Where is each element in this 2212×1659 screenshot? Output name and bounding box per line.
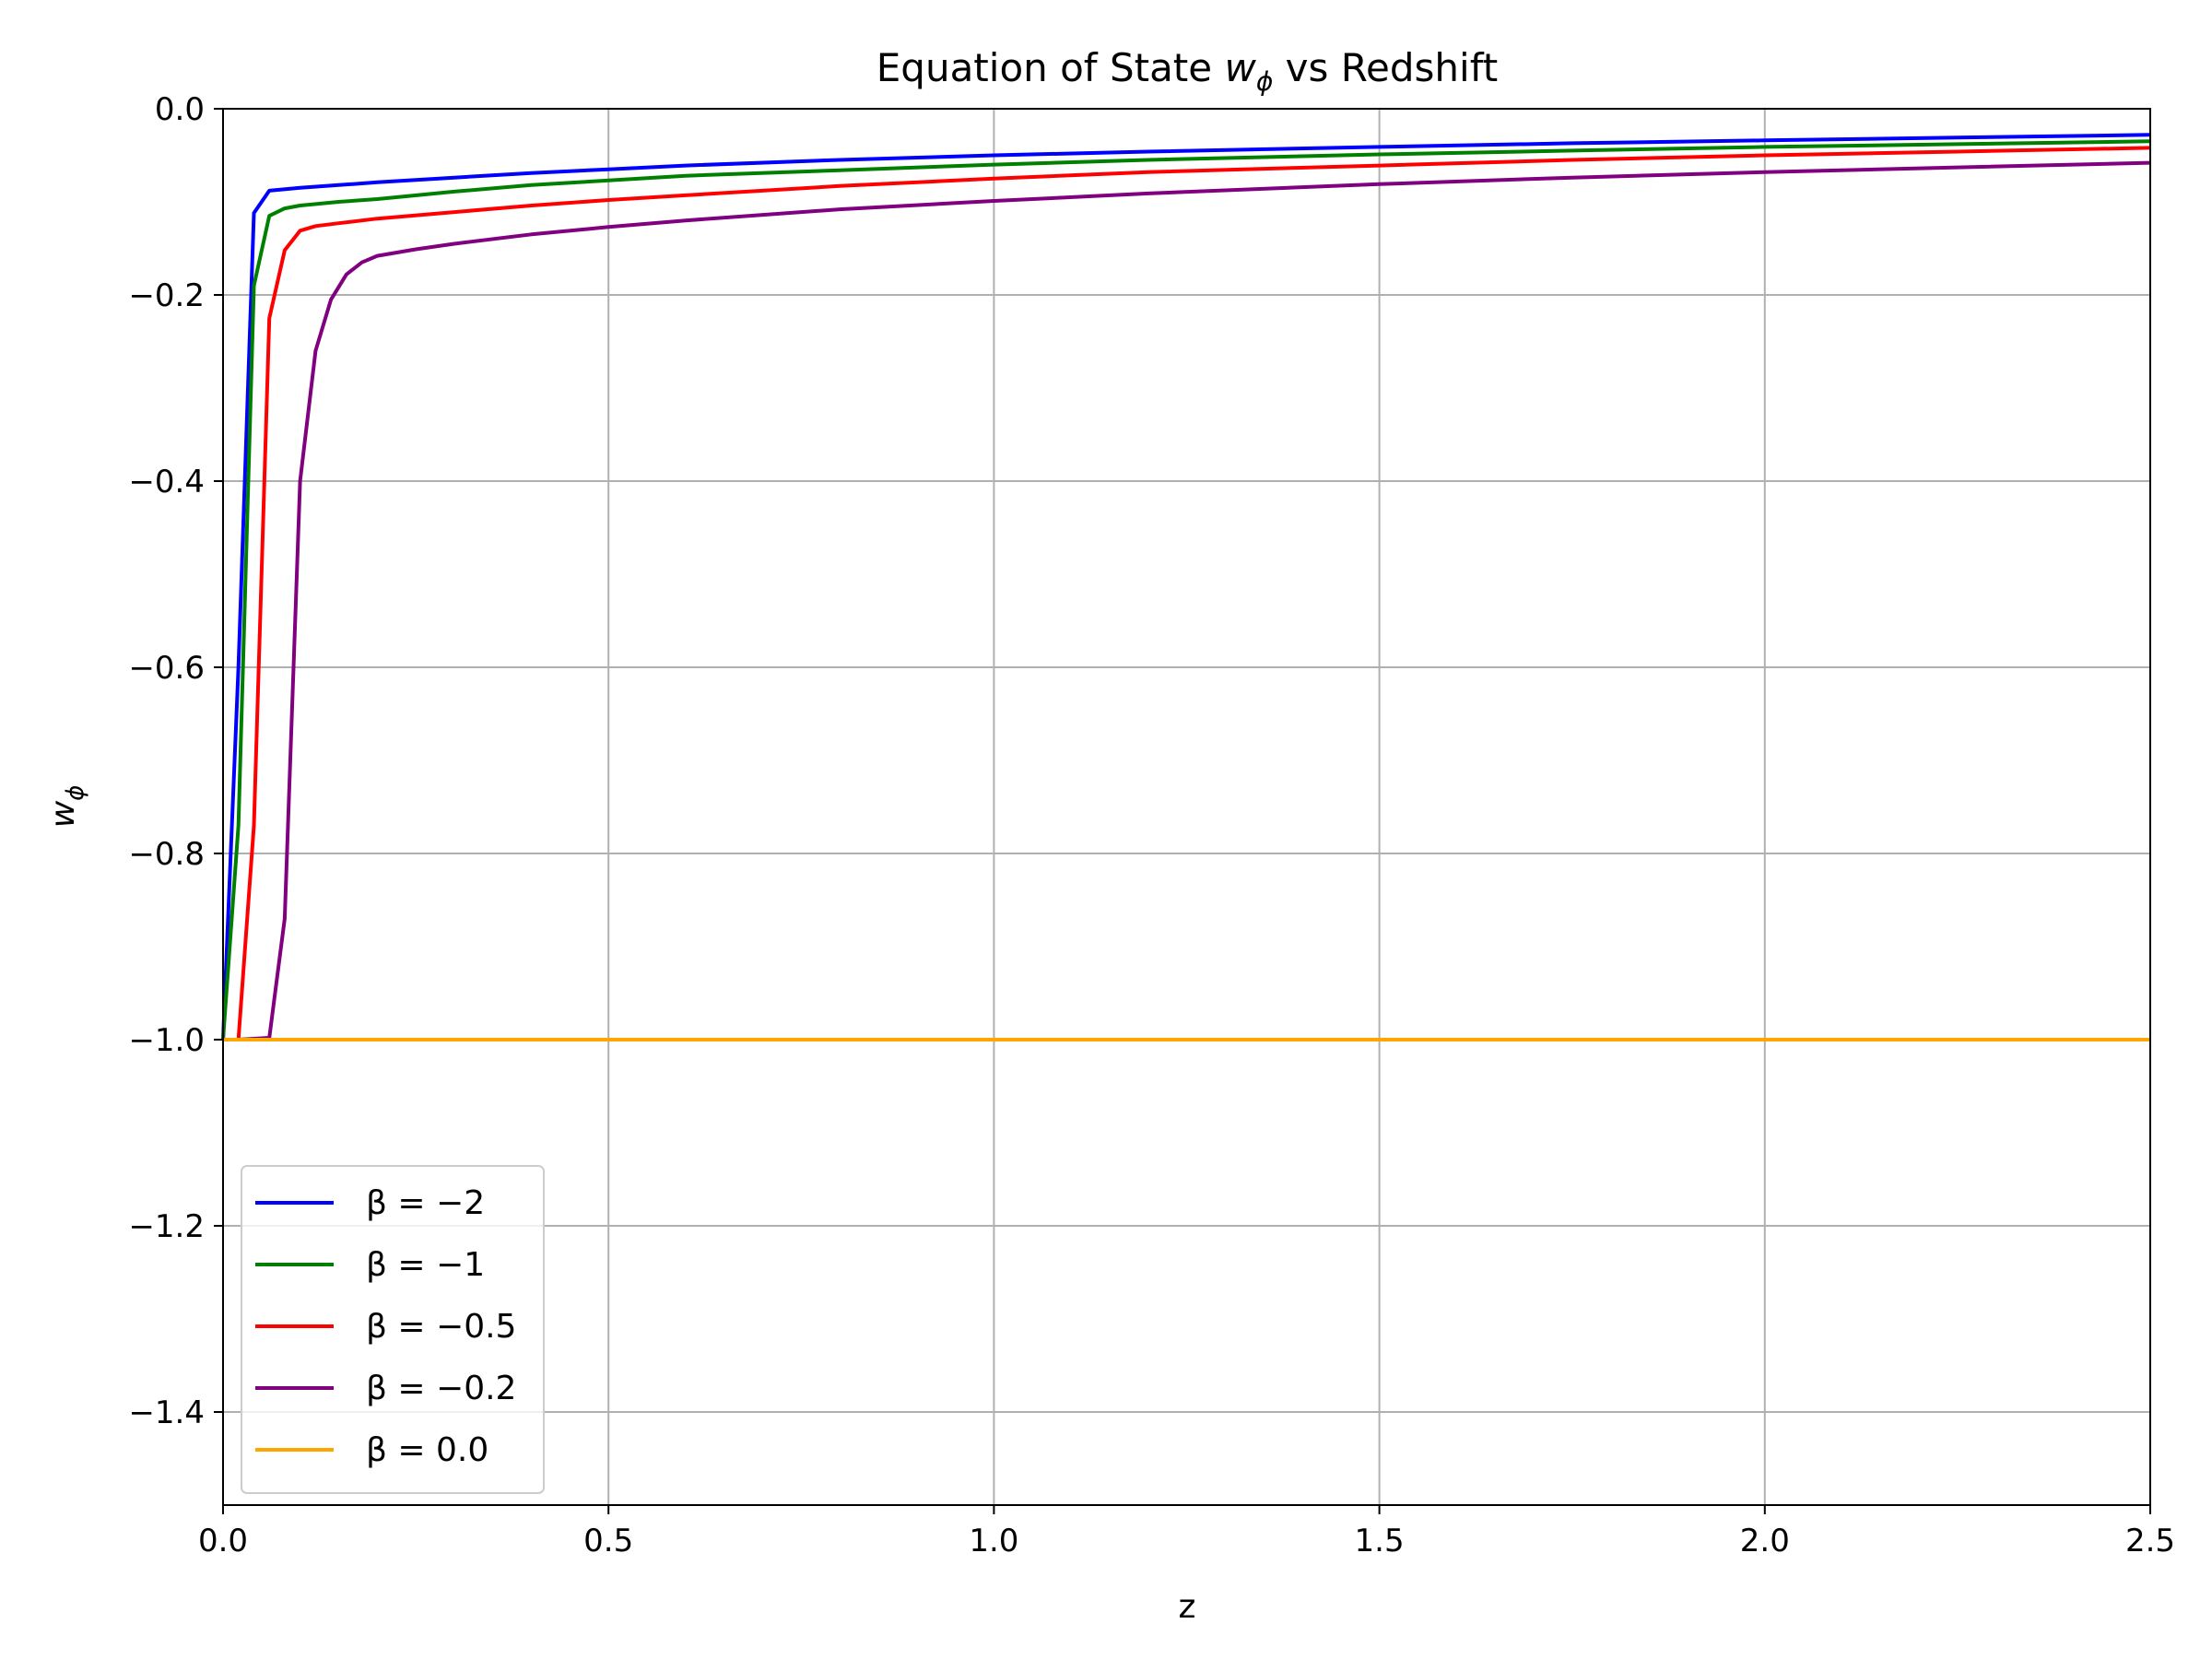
- y-tick-label: −1.2: [128, 1208, 205, 1245]
- y-tick-label: −0.4: [128, 464, 205, 500]
- y-tick-label: −0.2: [128, 277, 205, 314]
- legend-label: β = 0.0: [366, 1431, 488, 1469]
- chart-title-math: w: [1224, 45, 1256, 90]
- x-tick-label: 2.0: [1740, 1523, 1790, 1559]
- series-line-1: [221, 139, 2151, 1041]
- chart-title-prefix: Equation of State: [877, 45, 1225, 90]
- series-group: [221, 133, 2151, 1041]
- axis-ticks: 0.0 0.5 1.0 1.5 2.0 2.5 0.0 −0.2 −0.4 −0.6 −0.8 −1.…: [128, 91, 2175, 1559]
- legend-label: β = −0.2: [366, 1370, 516, 1407]
- x-tick-label: 1.0: [969, 1523, 1018, 1559]
- legend: β = −2 β = −1 β = −0.5 β = −0.2 β = 0.0: [241, 1165, 545, 1494]
- y-axis-label: wϕ: [44, 785, 89, 829]
- plot-frame: [222, 108, 2151, 1506]
- y-axis-label-math: w: [44, 800, 82, 828]
- chart-title-math-sub: ϕ: [1256, 66, 1273, 97]
- x-tick-label: 0.0: [198, 1523, 248, 1559]
- x-tick-label: 2.5: [2125, 1523, 2175, 1559]
- chart-title: Equation of State wϕ vs Redshift: [877, 45, 1498, 97]
- y-tick-label: −0.8: [128, 836, 205, 873]
- legend-box: [241, 1165, 545, 1494]
- series-line-3: [223, 160, 2151, 1041]
- series-line-2: [223, 146, 2151, 1041]
- y-tick-label: 0.0: [155, 91, 205, 128]
- grid: [222, 108, 2151, 1505]
- y-tick-label: −1.4: [128, 1394, 205, 1431]
- legend-label: β = −1: [366, 1246, 485, 1284]
- x-tick-label: 0.5: [583, 1523, 633, 1559]
- x-axis-label: z: [1179, 1588, 1196, 1626]
- series-line-0: [221, 133, 2151, 1041]
- y-axis-label-math-sub: ϕ: [62, 785, 89, 801]
- legend-label: β = −2: [366, 1184, 485, 1222]
- y-tick-label: −1.0: [128, 1022, 205, 1059]
- chart-title-suffix: vs Redshift: [1273, 45, 1498, 90]
- x-tick-label: 1.5: [1355, 1523, 1405, 1559]
- legend-label: β = −0.5: [366, 1308, 516, 1346]
- y-tick-label: −0.6: [128, 650, 205, 687]
